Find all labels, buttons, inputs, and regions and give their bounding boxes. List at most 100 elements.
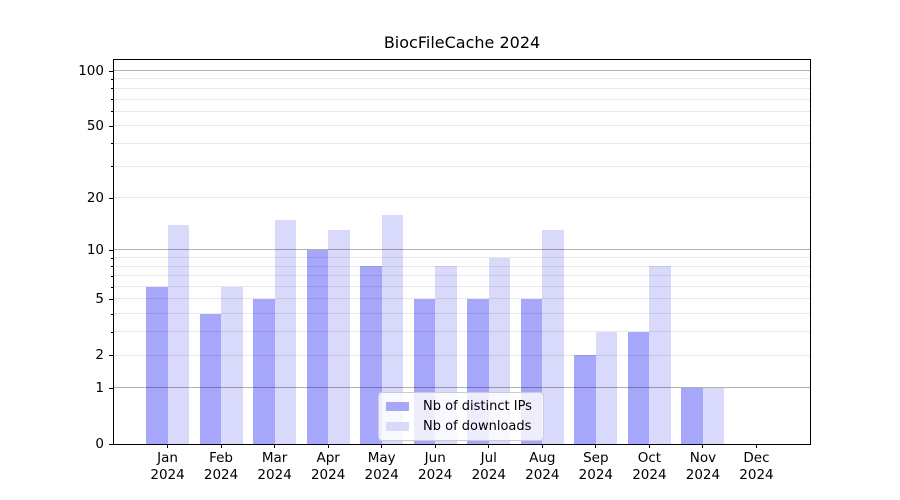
year-label: 2024 [418,467,453,483]
y-minor-tick-mark-7 [110,275,113,277]
y-tick-mark-20 [109,197,113,199]
x-tick-mark-feb [220,444,222,448]
legend-swatch-distinct-ips [386,402,409,411]
x-tick-mark-oct [648,444,650,448]
y-minor-tick-mark-80 [110,88,113,90]
y-minor-tick-mark-90 [110,78,113,80]
bar-distinct-ips-nov [681,387,703,444]
year-label: 2024 [578,467,614,483]
year-label: 2024 [739,467,774,483]
legend-swatch-downloads [386,422,409,431]
x-tick-label-apr: Apr 2024 [311,450,345,484]
x-tick-label-jul: Jul 2024 [472,450,506,484]
month-label: Jan [157,450,178,466]
legend: Nb of distinct IPs Nb of downloads [378,392,544,441]
month-label: Sep [583,450,609,466]
bar-distinct-ips-oct [627,331,650,444]
bar-distinct-ips-feb [199,313,222,444]
y-tick-mark-2 [109,355,113,357]
year-label: 2024 [364,467,399,483]
year-label: 2024 [685,467,721,483]
bars-layer [114,60,810,444]
x-tick-label-aug: Aug 2024 [525,450,559,484]
legend-entry-distinct-ips: Nb of distinct IPs [386,399,532,414]
legend-label-downloads: Nb of downloads [423,419,532,434]
y-minor-tick-mark-8 [110,266,113,268]
year-label: 2024 [203,467,239,483]
bar-downloads-sep [595,331,618,444]
x-tick-mark-mar [274,444,276,448]
y-minor-tick-mark-3 [110,331,113,333]
x-tick-mark-sep [595,444,597,448]
month-label: Oct [637,450,662,466]
x-tick-mark-aug [541,444,543,448]
y-tick-mark-50 [109,125,113,127]
bar-downloads-nov [702,387,725,444]
month-label: Jun [424,450,446,466]
bar-downloads-aug [542,230,564,444]
y-minor-tick-mark-70 [110,99,113,101]
y-minor-tick-mark-40 [110,143,113,145]
year-label: 2024 [471,467,506,483]
x-tick-label-may: May 2024 [365,450,399,484]
year-label: 2024 [150,467,185,483]
x-tick-label-jun: Jun 2024 [418,450,452,484]
y-tick-label-0: 0 [95,436,104,452]
bar-downloads-may [381,214,404,444]
y-tick-label-20: 20 [86,189,104,206]
bar-distinct-ips-sep [574,355,596,444]
bar-downloads-jan [167,224,190,444]
x-tick-mark-jan [167,444,169,448]
y-tick-mark-5 [109,298,113,300]
x-tick-mark-dec [755,444,757,448]
month-label: Feb [209,450,234,466]
bar-distinct-ips-may [360,266,382,444]
legend-entry-downloads: Nb of downloads [386,419,532,434]
y-tick-mark-1 [109,387,113,389]
year-label: 2024 [525,467,560,483]
year-label: 2024 [632,467,667,483]
month-label: Mar [261,450,288,466]
bar-distinct-ips-jan [146,286,168,444]
x-tick-label-jan: Jan 2024 [150,450,184,484]
month-label: Nov [689,450,717,466]
year-label: 2024 [310,467,346,483]
y-minor-tick-mark-60 [110,111,113,113]
y-minor-tick-mark-6 [110,286,113,288]
x-tick-mark-may [381,444,383,448]
bar-downloads-mar [274,219,297,444]
y-tick-label-10: 10 [86,241,104,258]
month-label: Jul [480,450,497,466]
x-tick-label-dec: Dec 2024 [739,450,773,484]
month-label: Dec [743,450,770,466]
x-tick-label-sep: Sep 2024 [579,450,613,484]
month-label: May [367,450,396,466]
bar-downloads-apr [328,230,350,444]
bar-downloads-oct [649,266,671,444]
y-tick-mark-100 [109,70,113,72]
x-tick-mark-nov [702,444,704,448]
x-tick-mark-jun [434,444,436,448]
y-minor-tick-mark-9 [110,257,113,259]
y-tick-label-100: 100 [78,62,104,79]
bar-distinct-ips-mar [253,299,275,444]
y-tick-label-1: 1 [95,379,104,396]
y-tick-mark-10 [109,249,113,251]
bar-downloads-feb [221,286,243,444]
year-label: 2024 [257,467,292,483]
y-minor-tick-mark-4 [110,313,113,315]
x-tick-label-mar: Mar 2024 [257,450,291,484]
y-tick-label-5: 5 [95,290,104,307]
y-tick-mark-0 [109,444,113,445]
x-tick-mark-jul [488,444,490,448]
plot-area: Nb of distinct IPs Nb of downloads [113,59,811,445]
x-tick-mark-apr [327,444,329,448]
month-label: Apr [316,450,340,466]
legend-label-distinct-ips: Nb of distinct IPs [423,399,532,414]
chart-title: BiocFileCache 2024 [383,33,541,52]
x-tick-label-feb: Feb 2024 [204,450,238,484]
month-label: Aug [529,450,556,466]
y-minor-tick-mark-30 [110,166,113,168]
y-tick-label-50: 50 [86,117,104,134]
